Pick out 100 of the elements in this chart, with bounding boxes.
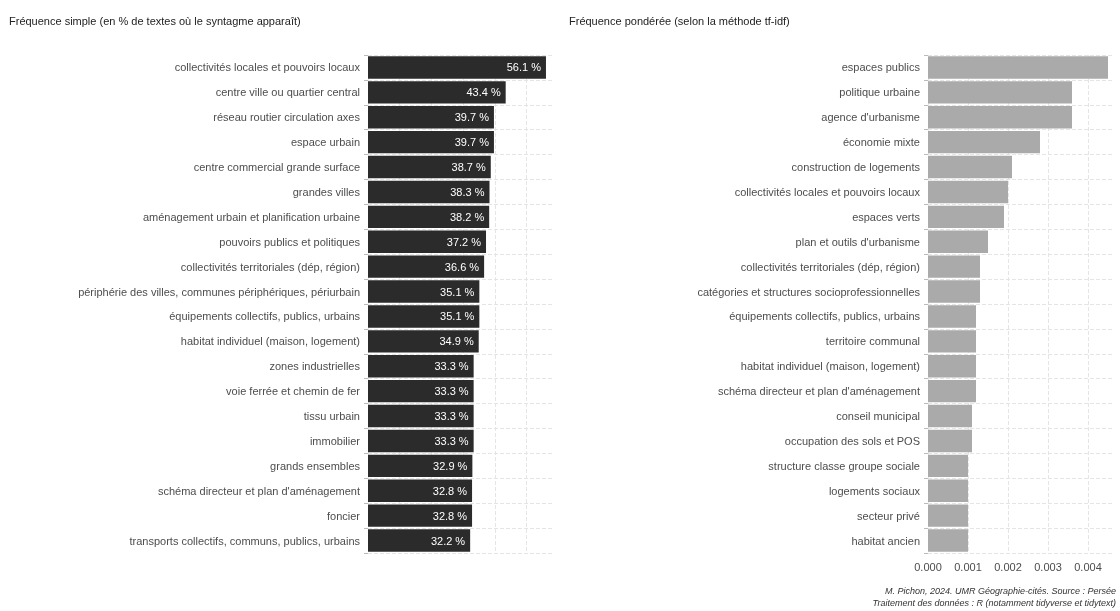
y-tick-label: territoire communal [825, 335, 920, 348]
y-tick-label: construction de logements [791, 161, 921, 174]
y-tick-label: immobilier [309, 434, 361, 447]
bar [368, 106, 494, 129]
y-tick-label: équipements collectifs, publics, urbains [169, 310, 361, 323]
data-label: 36.6 % [444, 260, 480, 273]
text: Fréquence pondérée (selon la méthode tf-idf) [569, 14, 790, 27]
y-tick-label: grands ensembles [270, 459, 361, 472]
bar [928, 504, 968, 527]
y-tick-label: équipements collectifs, publics, urbains [729, 310, 921, 323]
bar [368, 529, 471, 552]
data-label: 33.3 % [434, 385, 469, 398]
data-label: 35.1 % [440, 310, 475, 323]
bar [928, 180, 1008, 204]
bar [368, 504, 473, 527]
y-tick-label: collectivités territoriales (dép, région) [180, 260, 360, 273]
data-label: 56.1 % [506, 61, 542, 74]
y-tick-label: collectivités territoriales (dép, région) [740, 260, 920, 273]
bar [368, 205, 490, 229]
data-label: 39.7 % [454, 111, 490, 124]
y-tick-label: espace urbain [290, 136, 360, 149]
y-tick-label: périphérie des villes, communes périphériques, périurbain [78, 285, 360, 298]
y-tick-label: centre ville ou quartier central [215, 86, 360, 99]
bar [928, 130, 1040, 154]
data-label: 43.4 % [466, 86, 501, 99]
y-tick-label: logements sociaux [828, 484, 921, 497]
bar [368, 81, 506, 104]
y-tick-label: conseil municipal [836, 410, 920, 423]
data-label: 32.8 % [432, 484, 468, 497]
y-tick-label: transports collectifs, communs, publics, urbains [129, 534, 361, 547]
y-tick-label: habitat individuel (maison, logement) [740, 360, 920, 373]
bar [928, 106, 1072, 129]
bar [928, 479, 968, 502]
bar [368, 479, 473, 502]
y-tick-label: schéma directeur et plan d'aménagement [157, 484, 360, 497]
y-tick-label: catégories et structures socioprofessionnelles [697, 285, 921, 298]
bar [928, 379, 976, 403]
bar [368, 155, 491, 179]
data-label: 38.3 % [450, 185, 485, 198]
y-tick-label: collectivités locales et pouvoirs locaux [174, 61, 361, 74]
bar [928, 429, 972, 453]
data-label: 34.9 % [439, 335, 474, 348]
bar [368, 255, 485, 278]
bar [368, 305, 480, 328]
bar [928, 155, 1012, 179]
x-tick-label: 0.004 [1074, 560, 1102, 573]
data-label: 33.3 % [434, 434, 469, 447]
bar [928, 230, 988, 253]
bar [928, 404, 972, 428]
data-label: 33.3 % [434, 410, 469, 423]
data-label: 38.7 % [451, 161, 486, 174]
y-tick-label: plan et outils d'urbanisme [795, 235, 920, 248]
bar [928, 205, 1004, 229]
x-tick-label: 0.002 [994, 560, 1022, 573]
bar [928, 529, 968, 552]
bar [928, 355, 976, 378]
y-tick-label: habitat individuel (maison, logement) [180, 335, 360, 348]
x-tick-label: 0.000 [914, 560, 942, 573]
bar [928, 255, 980, 278]
bar [368, 230, 487, 253]
bar [368, 379, 474, 403]
data-label: 33.3 % [434, 360, 469, 373]
bar [928, 305, 976, 328]
bar [928, 454, 968, 478]
y-tick-label: politique urbaine [839, 86, 920, 99]
y-tick-label: schéma directeur et plan d'aménagement [717, 385, 920, 398]
bar [368, 404, 474, 428]
y-tick-label: foncier [326, 509, 361, 522]
data-label: 32.8 % [432, 509, 468, 522]
y-tick-label: économie mixte [842, 136, 920, 149]
bar [928, 56, 1108, 79]
bar [368, 130, 494, 154]
text: Fréquence simple (en % de textes où le syntagme apparaît) [9, 14, 301, 27]
x-tick-label: 0.001 [954, 560, 982, 573]
bar [368, 330, 479, 353]
y-tick-label: centre commercial grande surface [193, 161, 360, 174]
y-tick-label: voie ferrée et chemin de fer [226, 385, 361, 398]
data-label: 38.2 % [449, 210, 485, 223]
y-tick-label: grandes villes [292, 185, 361, 198]
data-label: 35.1 % [440, 285, 475, 298]
y-tick-label: espaces publics [841, 61, 921, 74]
y-tick-label: zones industrielles [269, 360, 361, 373]
y-tick-label: habitat ancien [851, 534, 920, 547]
bar [368, 454, 473, 478]
y-tick-label: secteur privé [857, 509, 920, 522]
y-tick-label: tissu urbain [303, 410, 360, 423]
data-label: 32.9 % [433, 459, 468, 472]
y-tick-label: structure classe groupe sociale [768, 459, 920, 472]
bar [928, 81, 1072, 104]
y-tick-label: pouvoirs publics et politiques [219, 235, 361, 248]
y-tick-label: agence d'urbanisme [821, 111, 920, 124]
bar [368, 355, 474, 378]
bar [928, 280, 980, 303]
bar [368, 180, 490, 204]
data-label: 37.2 % [446, 235, 482, 248]
bar [928, 330, 976, 353]
x-tick-label: 0.003 [1034, 560, 1062, 573]
y-tick-label: aménagement urbain et planification urbaine [142, 210, 360, 223]
bar [368, 56, 546, 79]
data-label: 39.7 % [454, 136, 490, 149]
